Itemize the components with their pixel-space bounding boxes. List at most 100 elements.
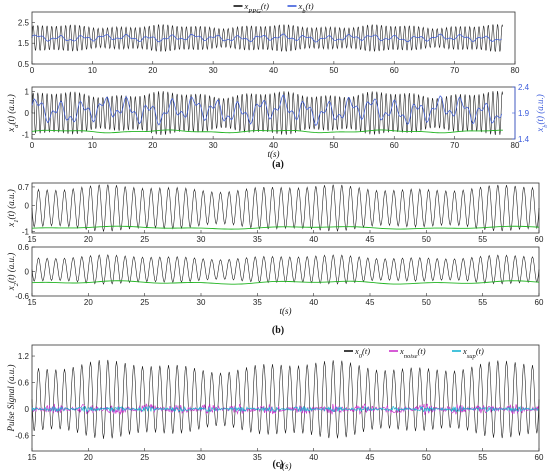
series-x-sup-t-: [31, 405, 539, 413]
series-x-b-t-: [31, 33, 502, 43]
legend-entry: xPPG(t): [244, 1, 270, 15]
x-tick-label: 50: [329, 66, 338, 75]
y-tick-label: 0.6: [18, 243, 30, 252]
x-tick-label: 60: [535, 453, 544, 462]
x-tick-label: 40: [269, 66, 278, 75]
y-tick-label: 0: [25, 201, 30, 210]
series-x-2-t-: [31, 254, 540, 285]
x-tick-label: 10: [88, 66, 97, 75]
x-tick-label: 60: [535, 235, 544, 244]
x-tick-label: 80: [511, 66, 520, 75]
y-tick-label: -1: [22, 131, 30, 140]
x-tick-label: 30: [197, 453, 206, 462]
x-tick-label: 30: [209, 66, 218, 75]
x-tick-label: 55: [478, 235, 487, 244]
y-tick-label: 2.5: [18, 18, 30, 27]
x-tick-label: 50: [422, 453, 431, 462]
x-tick-label: 60: [390, 66, 399, 75]
y-tick-label: -0.6: [15, 432, 29, 441]
x-tick-label: 25: [140, 298, 149, 307]
series-x-d-t-: [31, 90, 503, 136]
x-tick-label: 15: [28, 235, 37, 244]
series-x-noise-t-: [31, 403, 539, 416]
x-tick-label: 40: [269, 141, 278, 150]
legend-entry: x0(t): [354, 346, 370, 360]
x-tick-label: 50: [422, 235, 431, 244]
x-tick-label: 60: [535, 298, 544, 307]
x-tick-label: 30: [197, 298, 206, 307]
x-tick-label: 15: [28, 298, 37, 307]
series-x-0-t-: [31, 359, 540, 439]
x-tick-label: 20: [84, 453, 93, 462]
y2-axis-label: xb(t) (a.u.): [535, 94, 549, 133]
panel-c1: 15 20 25 30 35 40 45 50 55 60 -0.6 0 0.6 1.2 t(s) Pulse…: [6, 344, 544, 471]
series-lower-envelope: [31, 129, 503, 134]
y2-tick-label: 2.4: [518, 83, 530, 92]
panel-b1: 15 20 25 30 35 40 45 50 55 60 -1 0 0.7x1(t) (a.u.): [6, 182, 544, 244]
x-tick-label: 30: [197, 235, 206, 244]
panel-a1: 0 10 20 30 40 50 60 70 80 0.5 1.5 2.5 xPPG(t) xb(t): [18, 1, 520, 75]
x-tick-label: 20: [84, 235, 93, 244]
legend-entry: xnoise(t): [399, 346, 426, 360]
y-tick-label: -0.6: [15, 292, 29, 301]
plot-frame: [31, 246, 540, 297]
series-x-1-t-: [31, 184, 540, 232]
x-tick-label: 25: [140, 453, 149, 462]
x-tick-label: 30: [209, 141, 218, 150]
x-tick-label: 0: [30, 141, 35, 150]
y2-tick-label: 1.9: [518, 109, 530, 118]
y-tick-label: 0.5: [18, 60, 30, 69]
series-x-b-t-: [31, 94, 503, 127]
legend-entry: xb(t): [298, 1, 314, 15]
x-tick-label: 35: [253, 235, 262, 244]
series-x-ppg-t-: [31, 24, 503, 52]
x-tick-label: 55: [478, 453, 487, 462]
caption-b: (b): [272, 325, 284, 336]
x-tick-label: 20: [148, 66, 157, 75]
y-tick-label: 1.5: [18, 39, 30, 48]
panel-b2: 15 20 25 30 35 40 45 50 55 60 -0.6 0 0.6 t(s) x2(t) (a…: [6, 243, 544, 316]
x-tick-label: 45: [366, 298, 375, 307]
x-axis-label: t(s): [280, 461, 292, 471]
y-tick-label: -1: [22, 228, 30, 237]
x-tick-label: 80: [511, 141, 520, 150]
x-tick-label: 0: [30, 66, 35, 75]
caption-a: (a): [272, 159, 284, 170]
x-tick-label: 60: [390, 141, 399, 150]
y-tick-label: 1.2: [18, 352, 30, 361]
x-tick-label: 50: [422, 298, 431, 307]
y-axis-label: xd(t) (a.u.): [6, 94, 20, 133]
x-tick-label: 15: [28, 453, 37, 462]
y-tick-label: 0: [25, 109, 30, 118]
x-tick-label: 25: [140, 235, 149, 244]
x-tick-label: 40: [309, 235, 318, 244]
plot-frame: [31, 344, 540, 452]
series-lower-envelope: [31, 225, 540, 230]
x-tick-label: 40: [309, 298, 318, 307]
y-tick-label: 1: [25, 87, 30, 96]
y-tick-label: 0: [25, 268, 30, 277]
x-tick-label: 35: [253, 298, 262, 307]
x-tick-label: 50: [329, 141, 338, 150]
x-tick-label: 70: [450, 141, 459, 150]
y-axis-label: x1(t) (a.u.): [6, 189, 20, 228]
caption-c: (c): [272, 459, 283, 470]
x-tick-label: 45: [366, 453, 375, 462]
y-tick-label: 0.7: [18, 183, 30, 192]
x-tick-label: 45: [366, 235, 375, 244]
x-axis-label: t(s): [268, 149, 280, 159]
x-tick-label: 20: [148, 141, 157, 150]
y-axis-label: Pulse Signal (a.u.): [6, 365, 16, 433]
y-tick-label: 0.6: [18, 379, 30, 388]
x-tick-label: 35: [253, 453, 262, 462]
x-tick-label: 40: [309, 453, 318, 462]
panel-a2: 0 10 20 30 40 50 60 70 80-1011.41.92.4t(s)xd(t) …: [6, 83, 549, 159]
x-tick-label: 10: [88, 141, 97, 150]
x-axis-label: t(s): [280, 306, 292, 316]
x-tick-label: 70: [450, 66, 459, 75]
legend-entry: xsup(t): [462, 346, 484, 360]
y-axis-label: x2(t) (a.u.): [6, 253, 20, 292]
x-tick-label: 55: [478, 298, 487, 307]
series-lower-envelope: [31, 280, 540, 285]
